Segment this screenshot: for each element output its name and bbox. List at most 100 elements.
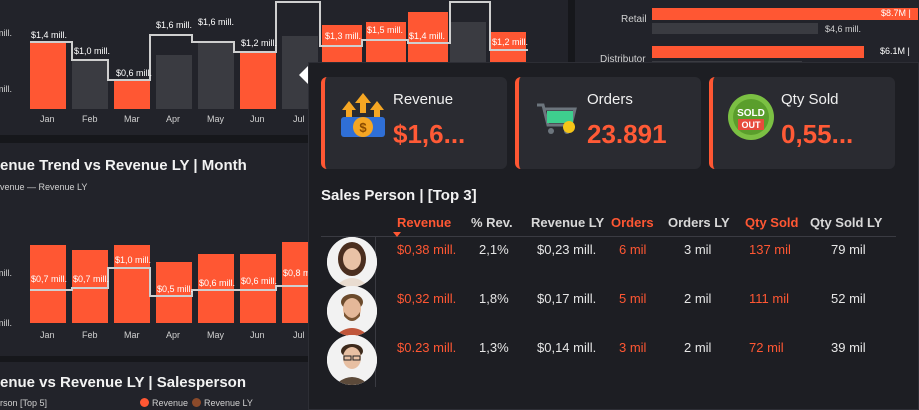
bar-feb[interactable] <box>72 60 108 109</box>
revenue-arrows-icon: $ <box>341 93 385 137</box>
kpi-qty-label: Qty Sold <box>781 91 839 108</box>
retail-bar[interactable] <box>652 8 918 20</box>
avatar <box>327 286 377 336</box>
cell-revenue: $0,38 mill. <box>397 242 457 257</box>
bar-label: $1,2 mill. <box>492 37 529 47</box>
trend-chart-legend: venue — Revenue LY <box>0 182 88 192</box>
bar-label: $0,5 mill. <box>157 284 194 294</box>
table-row[interactable]: $0,38 mill. 2,1% $0,23 mill. 6 mil 3 mil… <box>321 237 896 287</box>
bar-label: $1,6 mill. <box>198 17 235 27</box>
bar-jun[interactable] <box>240 52 276 109</box>
legend-revenue: Revenue <box>140 398 188 408</box>
bar-label: $1,2 mill. <box>241 38 278 48</box>
bar-label: $1,0 mill. <box>115 255 152 265</box>
bar2-mar[interactable] <box>114 245 150 323</box>
bar-label: $1,6 mill. <box>156 20 193 30</box>
kpi-orders-value: 23.891 <box>587 119 667 149</box>
col-pct-rev[interactable]: % Rev. <box>471 215 513 230</box>
cell-revenue-ly: $0,14 mill. <box>537 340 597 355</box>
cell-orders: 3 mil <box>619 340 647 355</box>
bar-apr[interactable] <box>156 55 192 109</box>
sort-desc-icon <box>393 232 401 237</box>
month-tick: Mar <box>124 330 140 340</box>
bar-sep[interactable] <box>366 22 406 63</box>
month-tick: Feb <box>82 330 98 340</box>
channel-value-distributor: $6.1M | <box>880 46 910 56</box>
bar-label: $1,4 mill. <box>409 31 446 41</box>
channel-label-retail: Retail <box>621 14 647 25</box>
bar-mar[interactable] <box>114 80 150 109</box>
cell-revenue: $0,32 mill. <box>397 291 457 306</box>
col-qty-sold-ly[interactable]: Qty Sold LY <box>810 215 883 230</box>
cell-qty-sold-ly: 79 mil <box>831 242 866 257</box>
cell-orders: 6 mil <box>619 242 647 257</box>
kpi-revenue-label: Revenue <box>393 91 454 108</box>
salesperson-table-title: Sales Person | [Top 3] <box>321 187 477 204</box>
bar2-feb[interactable] <box>72 250 108 323</box>
trend-chart-title: enue Trend vs Revenue LY | Month <box>0 157 247 174</box>
axis-tick: mill. <box>0 28 12 38</box>
bar2-jun[interactable] <box>240 254 276 323</box>
bar-aug[interactable] <box>322 25 362 63</box>
cell-pct-rev: 1,3% <box>479 340 509 355</box>
avatar <box>327 237 377 287</box>
cell-orders-ly: 2 mil <box>684 291 712 306</box>
axis-tick: mill. <box>0 268 12 278</box>
month-tick: Feb <box>82 114 98 124</box>
legend-label: Revenue <box>152 398 189 408</box>
month-tick: Apr <box>166 330 181 340</box>
col-qty-sold[interactable]: Qty Sold <box>745 215 799 230</box>
cell-qty-sold: 111 mil <box>749 291 789 306</box>
svg-text:$: $ <box>359 120 367 135</box>
sales-tooltip: $ Revenue $1,6... Orders 23.891 SOLD O <box>308 62 919 410</box>
bar-label: $1,4 mill. <box>31 30 68 40</box>
col-orders-ly[interactable]: Orders LY <box>668 215 730 230</box>
salesperson-chart-title: enue vs Revenue LY | Salesperson <box>0 374 246 391</box>
bar2-may[interactable] <box>198 254 234 323</box>
salesperson-chart-subtitle: rson [Top 5] <box>0 398 48 408</box>
bar-label: $0,8 m <box>283 268 311 278</box>
kpi-revenue-value: $1,6... <box>393 119 466 149</box>
cell-revenue-ly: $0,23 mill. <box>537 242 597 257</box>
col-revenue-ly[interactable]: Revenue LY <box>531 215 605 230</box>
avatar <box>327 335 377 385</box>
bar-oct[interactable] <box>408 12 448 63</box>
bar-dec[interactable] <box>490 32 526 63</box>
cell-revenue-ly: $0,17 mill. <box>537 291 597 306</box>
channel-label-distributor: Distributor <box>600 54 646 65</box>
bar-label: $0,7 mill. <box>73 274 110 284</box>
cell-orders-ly: 2 mil <box>684 340 712 355</box>
legend-revenue-ly: Revenue LY <box>192 398 253 408</box>
revenue-ly-line <box>30 1 528 81</box>
kpi-qty-value: 0,55... <box>781 119 854 149</box>
month-tick: Jun <box>250 330 265 340</box>
axis-tick: mill. <box>0 318 12 328</box>
table-row[interactable]: $0.23 mill. 1,3% $0,14 mill. 3 mil 2 mil… <box>321 335 896 385</box>
legend-dot <box>140 398 149 407</box>
bar2-jul[interactable] <box>282 242 308 323</box>
cell-orders-ly: 3 mil <box>684 242 712 257</box>
bar2-jan[interactable] <box>30 245 66 323</box>
month-tick: Jun <box>250 114 265 124</box>
kpi-orders-label: Orders <box>587 91 633 108</box>
bar-may[interactable] <box>198 42 234 109</box>
bar-label: $0,6 mill. <box>116 68 153 78</box>
retail-ly-bar[interactable] <box>652 23 818 34</box>
bar-jan[interactable] <box>30 42 66 109</box>
table-row[interactable]: $0,32 mill. 1,8% $0,17 mill. 5 mil 2 mil… <box>321 286 896 336</box>
month-tick: Jan <box>40 114 55 124</box>
bar2-apr[interactable] <box>156 262 192 323</box>
col-revenue[interactable]: Revenue <box>397 215 452 230</box>
bar-label: $0,6 mill. <box>241 276 278 286</box>
month-tick: Jul <box>293 114 305 124</box>
col-orders[interactable]: Orders <box>611 215 654 230</box>
distributor-bar[interactable] <box>652 46 864 58</box>
cell-qty-sold-ly: 39 mil <box>831 340 866 355</box>
month-tick: Jan <box>40 330 55 340</box>
cell-pct-rev: 2,1% <box>479 242 509 257</box>
month-tick: Jul <box>293 330 305 340</box>
table-header: Revenue % Rev. Revenue LY Orders Orders … <box>321 213 896 237</box>
channel-value-retail: $8.7M | <box>881 8 911 18</box>
bar-nov[interactable] <box>450 22 486 63</box>
bar-label: $0,7 mill. <box>31 274 68 284</box>
